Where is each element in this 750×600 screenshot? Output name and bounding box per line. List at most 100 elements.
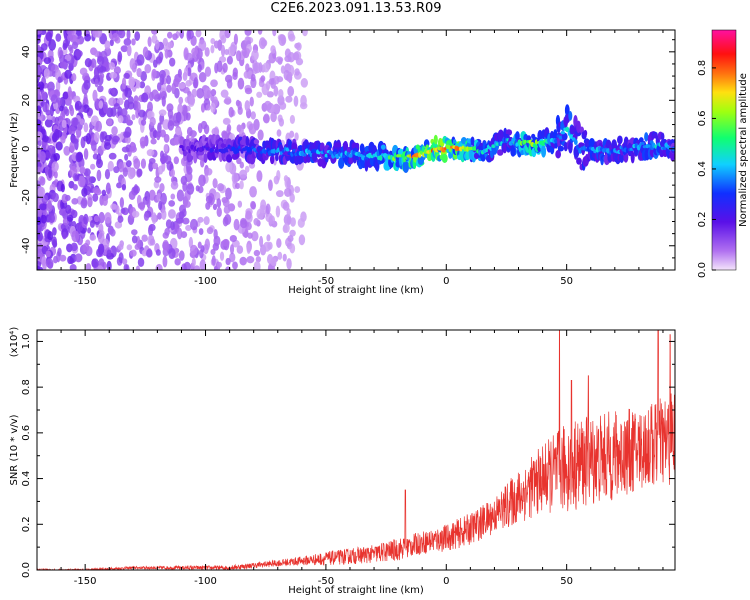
- snr-series-line: [37, 330, 675, 570]
- noise-blob: [37, 231, 44, 242]
- noise-blob: [59, 50, 64, 57]
- noise-blob: [69, 257, 75, 265]
- noise-blob: [222, 238, 230, 247]
- noise-blob: [106, 260, 112, 270]
- noise-blob: [166, 84, 172, 93]
- noise-blob: [98, 211, 105, 224]
- noise-blob: [179, 30, 184, 39]
- noise-blob: [175, 127, 182, 136]
- noise-blob: [165, 219, 172, 229]
- noise-blob: [237, 77, 245, 90]
- noise-blob: [191, 88, 198, 98]
- noise-blob: [129, 249, 137, 257]
- noise-blob: [99, 66, 107, 73]
- noise-blob: [193, 77, 199, 89]
- noise-blob: [283, 175, 289, 183]
- noise-blob: [125, 114, 131, 126]
- noise-blob: [93, 50, 100, 57]
- noise-blob: [83, 79, 91, 90]
- noise-blob: [48, 168, 53, 179]
- noise-blob: [158, 109, 167, 116]
- noise-blob: [52, 192, 59, 203]
- noise-blob: [167, 41, 173, 49]
- noise-blob: [123, 72, 130, 79]
- spectrogram-axes: -150 -100 -50 0 50 -40 -20 0 20 40: [21, 30, 675, 287]
- noise-blob: [48, 39, 57, 51]
- noise-blob: [242, 47, 247, 57]
- noise-blob: [98, 100, 104, 109]
- noise-blob: [120, 207, 126, 214]
- noise-blob: [244, 30, 252, 37]
- noise-blob: [70, 242, 78, 252]
- noise-blob: [155, 39, 160, 50]
- noise-blob: [65, 204, 72, 214]
- noise-blob: [142, 46, 149, 58]
- noise-blob: [289, 243, 296, 254]
- noise-blob: [179, 204, 187, 214]
- noise-blob: [37, 265, 41, 270]
- noise-blob: [249, 96, 254, 107]
- colorbar: [712, 30, 736, 270]
- noise-blob: [189, 218, 198, 231]
- noise-blob: [49, 104, 55, 117]
- noise-blob: [59, 254, 67, 262]
- noise-blob: [171, 82, 177, 95]
- noise-blob: [62, 42, 68, 51]
- noise-blob: [132, 210, 140, 218]
- noise-blob: [137, 257, 145, 267]
- noise-blob: [216, 198, 222, 208]
- ridge-blob: [502, 143, 507, 154]
- noise-blob: [260, 75, 266, 82]
- noise-blob: [204, 66, 212, 77]
- snr-frame: [36, 329, 676, 571]
- noise-blob: [166, 31, 173, 39]
- noise-blob: [260, 39, 268, 47]
- noise-blob: [221, 130, 228, 138]
- noise-blob: [237, 100, 242, 111]
- spectrogram-y-tick-label: -20: [21, 189, 32, 205]
- noise-blob: [294, 186, 301, 194]
- colorbar-frame: [711, 29, 737, 271]
- snr-x-tick-label: 0: [443, 576, 449, 587]
- spectrogram-x-tick-label: -50: [318, 276, 334, 287]
- noise-blob: [93, 215, 100, 223]
- noise-blob: [286, 258, 292, 270]
- noise-blob: [270, 257, 277, 267]
- noise-blob: [116, 97, 124, 106]
- noise-blob: [282, 253, 287, 262]
- noise-blob: [115, 205, 120, 215]
- noise-blob: [287, 235, 294, 243]
- noise-blob: [149, 238, 156, 246]
- ridge-blob: [380, 144, 386, 150]
- ridge-blob: [561, 132, 568, 141]
- noise-blob: [113, 103, 121, 110]
- noise-blob: [60, 183, 65, 193]
- noise-blob: [110, 88, 116, 95]
- noise-blob: [68, 125, 76, 135]
- ridge-blob: [433, 134, 438, 145]
- noise-blob: [225, 187, 232, 200]
- ridge-blob: [630, 151, 635, 164]
- snr-y-tick-label: 0.4: [21, 471, 32, 487]
- noise-blob: [185, 79, 192, 87]
- noise-blob: [278, 117, 285, 127]
- ridge-blob: [617, 135, 623, 145]
- snr-x-tick-label: -150: [74, 576, 97, 587]
- noise-blob: [45, 258, 54, 269]
- ridge-blob: [319, 142, 325, 152]
- snr-x-tick-label: -50: [318, 576, 334, 587]
- noise-blob: [210, 89, 217, 97]
- noise-blob: [98, 223, 104, 234]
- ridge-blob: [568, 111, 573, 121]
- noise-blob: [287, 71, 293, 84]
- noise-blob: [131, 114, 136, 121]
- noise-blob: [81, 197, 88, 207]
- ridge-blob: [555, 149, 562, 159]
- noise-blob: [59, 61, 68, 69]
- noise-blob: [37, 30, 43, 35]
- noise-blob: [71, 198, 79, 205]
- noise-blob: [156, 82, 162, 92]
- noise-blob: [244, 100, 250, 112]
- noise-blob: [167, 120, 175, 131]
- noise-blob: [124, 87, 132, 98]
